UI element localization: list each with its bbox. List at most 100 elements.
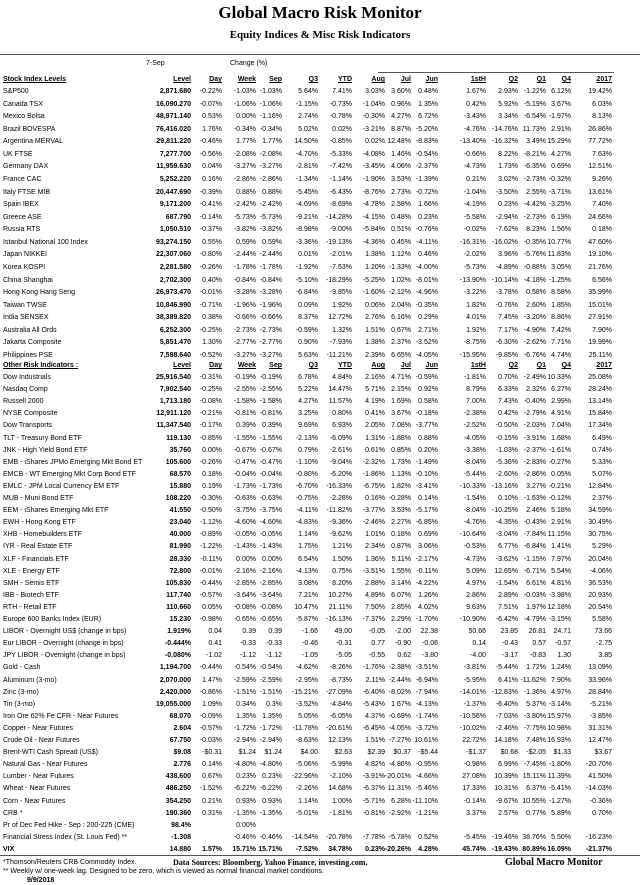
cell-q2: -3.04%: [495, 531, 518, 539]
cell-level: 20,447.690: [155, 188, 191, 196]
row-label: JPY LIBOR - Overnight (change in bps): [3, 652, 126, 660]
cell-q3: -0.80%: [295, 470, 318, 478]
cell-aug: 2.34%: [365, 543, 385, 551]
row-label: Financial Stress Index (St. Louis Fed) *…: [3, 833, 128, 841]
table-row: China Shanghai 2,702.300 0.40% -0.84% -0.84%…: [0, 275, 640, 287]
column-header-jun: Jun: [425, 362, 438, 369]
cell-y2017: 20.54%: [588, 603, 612, 611]
cell-q3: -22.96%: [291, 773, 318, 781]
column-header-day: Day: [209, 362, 222, 369]
cell-ytd: -7.42%: [329, 163, 352, 171]
cell-day: 0.04%: [202, 163, 222, 171]
cell-aug: -0.30%: [362, 113, 385, 121]
cell-ytd: -8.69%: [329, 201, 352, 209]
cell-ytd: 1.92%: [332, 301, 352, 309]
cell-q4: -1.61%: [548, 446, 571, 454]
cell-level: -0.444%: [164, 640, 191, 648]
table-row: Taiwan TWSE 10,846.990 -0.71% -1.96% -1.96% 0…: [0, 300, 640, 312]
cell-aug: 1.38%: [365, 339, 385, 347]
row-label: S&P500: [3, 88, 29, 95]
table-row: Brazil BOVESPA 76,416.020 1.76% -0.34% -0.34…: [0, 124, 640, 136]
cell-q4: 8.58%: [551, 289, 571, 297]
cell-jun: -$5.44: [418, 749, 438, 757]
cell-jul: -20.26%: [384, 845, 411, 853]
cell-jul: 3.53%: [391, 507, 411, 515]
cell-y2017: 20.04%: [588, 555, 612, 563]
cell-aug: 2.76%: [365, 314, 385, 322]
cell-q2: -2.94%: [495, 213, 518, 221]
cell-q4: 5.18%: [551, 507, 571, 515]
cell-jun: -0.10%: [415, 470, 438, 478]
cell-q2: -14.76%: [491, 125, 518, 133]
cell-jun: 2.71%: [418, 326, 438, 334]
cell-jul: 11.31%: [387, 785, 411, 793]
cell-ytd: 4.84%: [332, 374, 352, 381]
cell-day: -0.37%: [199, 226, 222, 234]
cell-y2017: $3.67: [594, 749, 612, 757]
cell-day: 1.47%: [202, 676, 222, 684]
cell-sep: 0.59%: [262, 238, 282, 246]
cell-jul: -4.05%: [388, 724, 411, 732]
cell-q3: -5.01%: [295, 809, 318, 817]
column-header-sep: Sep: [269, 76, 282, 83]
cell-ytd: -9.04%: [329, 458, 352, 466]
cell-jun: -8.01%: [415, 276, 438, 284]
cell-day: 0.05%: [202, 603, 222, 611]
row-label: JNK - High Yield Bond ETF: [3, 446, 88, 454]
cell-q2: -12.83%: [491, 688, 518, 696]
cell-q2: 8.22%: [498, 150, 518, 158]
cell-q3: -1.92%: [295, 263, 318, 271]
cell-sep: 1.77%: [262, 138, 282, 146]
cell-ytd: -19.13%: [325, 238, 352, 246]
row-label: Tin (3-mo): [3, 700, 36, 708]
cell-day: -0.30%: [199, 495, 222, 502]
cell-day: -0.50%: [199, 507, 222, 515]
cell-sep: -6.22%: [259, 785, 282, 793]
cell-q4: 1.41%: [551, 543, 571, 551]
cell-q3: -15.21%: [291, 688, 318, 696]
cell-week: -2.42%: [233, 201, 256, 209]
cell-week: -1.06%: [233, 100, 256, 108]
cell-ytd: -7.53%: [329, 263, 352, 271]
cell-q3: -8.98%: [295, 226, 318, 234]
cell-jul: -7.27%: [388, 737, 411, 744]
row-label: Brent-WTI Cash Spread (US$): [3, 749, 98, 757]
column-header-q2: Q2: [508, 362, 518, 369]
cell-q2: 6.41%: [498, 676, 518, 684]
cell-week: -1.51%: [233, 688, 256, 696]
cell-day: -0.57%: [199, 724, 222, 732]
cell-q1: -2.86%: [523, 470, 546, 478]
cell-week: -2.86%: [233, 175, 256, 183]
cell-ytd: -8.26%: [329, 664, 352, 672]
cell-week: -1.55%: [233, 434, 256, 442]
cell-aug: -7.78%: [362, 833, 385, 841]
cell-h1: -8.04%: [463, 507, 486, 515]
table-row: Jakarta Composite 5,851.470 1.30% -2.77% -2.…: [0, 337, 640, 349]
cell-aug: 0.23%: [365, 845, 385, 853]
cell-ytd: 1.50%: [332, 555, 352, 563]
cell-week: 0.88%: [236, 188, 256, 196]
row-label: EWH - Hong Kong ETF: [3, 519, 76, 527]
cell-jun: 0.69%: [418, 531, 438, 539]
cell-jun: -6.94%: [415, 676, 438, 684]
cell-week: -2.85%: [233, 579, 256, 587]
cell-level: 23.040: [169, 519, 191, 527]
cell-level: 110.660: [166, 603, 191, 611]
cell-q3: 2.74%: [298, 113, 318, 121]
cell-q3: -5.06%: [295, 761, 318, 769]
cell-q2: 6.33%: [498, 386, 518, 394]
cell-y2017: 20.93%: [588, 591, 612, 599]
cell-q3: 1.14%: [298, 797, 318, 805]
report-date: 9/9/2018: [27, 877, 55, 884]
cell-jul: 2.27%: [391, 519, 411, 527]
cell-jul: 5.11%: [391, 555, 411, 563]
cell-h1: -14.01%: [459, 688, 486, 696]
cell-jun: 0.23%: [418, 213, 438, 221]
cell-aug: -3.91%: [362, 773, 385, 781]
cell-h1: -0.98%: [463, 761, 486, 769]
cell-q4: 4.97%: [551, 688, 571, 696]
row-label: IYR - Real Estate ETF: [3, 543, 73, 551]
cell-day: 1.76%: [202, 125, 222, 133]
table-row: Lumber - Near Futures 438.600 0.67% 0.23% 0.…: [0, 771, 640, 783]
cell-q4: -1.97%: [548, 113, 571, 121]
